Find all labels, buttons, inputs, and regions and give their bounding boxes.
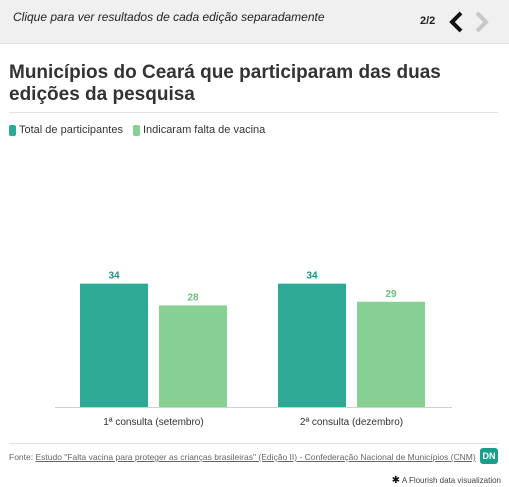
chevron-left-icon[interactable]: [446, 10, 466, 34]
top-bar: Clique para ver resultados de cada ediçã…: [0, 0, 509, 44]
legend-label-falta: Indicaram falta de vacina: [142, 124, 266, 136]
source-divider: [9, 443, 498, 444]
legend-swatch-total: [9, 124, 16, 136]
legend-item-falta[interactable]: Indicaram falta de vacina: [132, 124, 266, 136]
bar-total-2[interactable]: [278, 283, 346, 407]
bar-falta-2[interactable]: [357, 301, 425, 407]
bar-chart: 34 28 1ª consulta (setembro) 34 29 2ª consult…: [55, 271, 452, 428]
category-label-2: 2ª consulta (dezembro): [300, 417, 403, 428]
dn-logo[interactable]: DN: [480, 448, 498, 464]
legend-swatch-falta: [132, 124, 140, 136]
legend-label-total: Total de participantes: [19, 124, 123, 136]
source-prefix: Fonte:: [9, 452, 36, 462]
bar-total-1[interactable]: [80, 283, 148, 407]
flourish-credit-text: A Flourish data visualization: [401, 476, 501, 485]
source-link[interactable]: Estudo "Falta vacina para proteger as cr…: [35, 452, 476, 462]
edition-hint: Clique para ver resultados de cada ediçã…: [13, 10, 325, 24]
category-label-1: 1ª consulta (setembro): [103, 417, 203, 428]
data-label-total-2: 34: [306, 271, 318, 282]
chart-title: Municípios do Ceará que participaram das…: [9, 62, 441, 105]
legend-item-total[interactable]: Total de participantes: [9, 124, 123, 136]
bar-falta-1[interactable]: [159, 305, 227, 407]
flourish-asterisk-icon: ✱: [391, 475, 401, 486]
title-divider: [9, 112, 498, 113]
flourish-credit[interactable]: ✱ A Flourish data visualization: [392, 475, 501, 486]
data-label-total-1: 34: [108, 271, 120, 282]
data-label-falta-1: 28: [187, 292, 199, 303]
legend: Total de participantes Indicaram falta d…: [9, 124, 265, 136]
chevron-right-icon[interactable]: [472, 10, 492, 34]
page-indicator: 2/2: [420, 15, 436, 27]
source-note: Fonte: Estudo "Falta vacina para protege…: [9, 452, 476, 462]
data-label-falta-2: 29: [385, 289, 397, 300]
